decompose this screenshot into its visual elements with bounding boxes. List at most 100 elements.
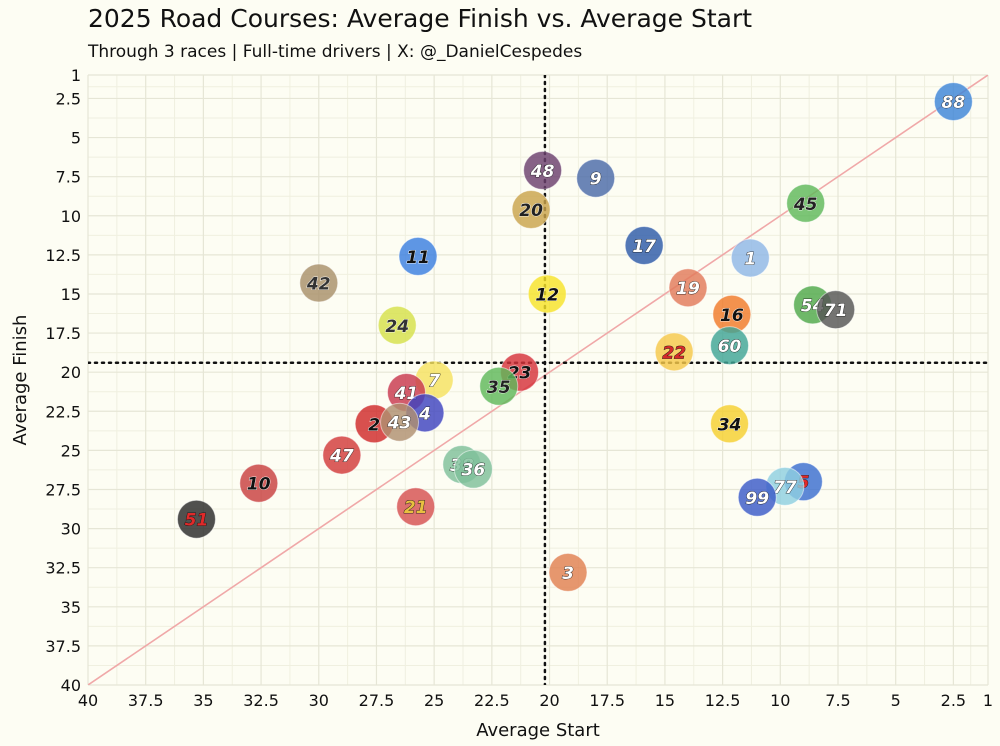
point-label: 34	[718, 415, 742, 435]
driver-point-11: 11	[398, 236, 438, 276]
point-label: 11	[406, 248, 430, 268]
point-label: 9	[590, 170, 602, 190]
y-tick-label: 20	[61, 363, 81, 382]
point-label: 24	[385, 317, 409, 337]
x-tick-label: 17.5	[589, 691, 625, 710]
point-marker	[576, 158, 616, 198]
point-label: 77	[773, 478, 797, 498]
x-tick-label: 30	[309, 691, 329, 710]
point-marker	[479, 366, 519, 406]
point-marker	[737, 477, 777, 517]
x-axis-label: Average Start	[476, 720, 600, 741]
y-tick-label: 37.5	[45, 637, 81, 656]
point-label: 48	[530, 162, 555, 182]
y-tick-label: 10	[61, 207, 81, 226]
driver-point-48: 48	[523, 150, 563, 190]
driver-point-22: 22	[654, 332, 694, 372]
point-marker	[380, 402, 420, 442]
y-tick-label: 12.5	[45, 246, 81, 265]
point-label: 12	[535, 285, 559, 305]
y-axis-label: Average Finish	[10, 315, 31, 446]
reference-lines	[88, 75, 988, 685]
point-label: 22	[662, 343, 686, 363]
driver-point-19: 19	[668, 268, 708, 308]
point-label: 7	[428, 372, 440, 392]
y-tick-labels: 12.557.51012.51517.52022.52527.53032.535…	[45, 66, 81, 695]
point-marker	[668, 268, 708, 308]
chart-title: 2025 Road Courses: Average Finish vs. Av…	[88, 4, 753, 33]
point-marker	[299, 263, 339, 303]
driver-point-3: 3	[548, 552, 588, 592]
y-tick-label: 35	[61, 598, 81, 617]
driver-point-77: 77	[765, 466, 805, 506]
y-tick-label: 40	[61, 676, 81, 695]
x-tick-label: 1	[983, 691, 993, 710]
point-marker	[398, 236, 438, 276]
point-label: 36	[462, 461, 486, 481]
x-tick-labels: 40 37.5 35 32.5 30 27.5 25 22.5 20 17.5 15 12.5 10 7.…	[78, 691, 993, 710]
driver-point-10: 10	[239, 463, 279, 503]
point-marker	[523, 150, 563, 190]
point-label: 19	[676, 279, 700, 299]
point-marker	[548, 552, 588, 592]
y-tick-label: 2.5	[56, 89, 81, 108]
point-marker	[710, 404, 750, 444]
driver-point-12: 12	[527, 274, 567, 314]
driver-point-51: 51	[176, 499, 216, 539]
driver-point-99: 99	[737, 477, 777, 517]
point-marker	[396, 487, 436, 527]
point-marker	[730, 238, 770, 278]
y-tick-label: 27.5	[45, 480, 81, 499]
diagonal-line	[88, 75, 988, 685]
driver-point-20: 20	[511, 190, 551, 230]
point-marker	[933, 82, 973, 122]
driver-point-24: 24	[377, 305, 417, 345]
point-label: 43	[387, 414, 412, 434]
y-tick-label: 17.5	[45, 324, 81, 343]
x-tick-label: 32.5	[243, 691, 279, 710]
point-marker	[322, 435, 362, 475]
x-tick-label: 40	[78, 691, 98, 710]
point-label: 42	[306, 275, 331, 295]
point-label: 4	[418, 404, 431, 424]
driver-point-71: 71	[816, 290, 856, 330]
x-tick-label: 7.5	[825, 691, 850, 710]
driver-point-1: 1	[730, 238, 770, 278]
point-marker	[624, 225, 664, 265]
y-tick-label: 5	[71, 129, 81, 148]
y-tick-label: 22.5	[45, 402, 81, 421]
point-label: 35	[487, 378, 511, 398]
point-label: 99	[745, 489, 769, 509]
point-label: 60	[718, 337, 742, 357]
point-marker	[511, 190, 551, 230]
point-marker	[377, 305, 417, 345]
driver-point-35: 35	[479, 366, 519, 406]
x-tick-label: 25	[424, 691, 444, 710]
driver-point-47: 47	[322, 435, 362, 475]
point-marker	[176, 499, 216, 539]
driver-point-17: 17	[624, 225, 664, 265]
driver-point-16: 16	[712, 294, 752, 334]
y-tick-label: 25	[61, 441, 81, 460]
point-label: 3	[562, 564, 574, 584]
chart-subtitle: Through 3 races | Full-time drivers | X:…	[88, 42, 583, 62]
x-tick-label: 35	[193, 691, 213, 710]
point-marker	[654, 332, 694, 372]
driver-point-9: 9	[576, 158, 616, 198]
point-label: 20	[519, 201, 543, 221]
driver-point-60: 60	[710, 326, 750, 366]
point-label: 2	[368, 415, 380, 435]
x-tick-label: 12.5	[705, 691, 741, 710]
point-marker	[710, 326, 750, 366]
y-tick-label: 30	[61, 520, 81, 539]
x-tick-label: 20	[539, 691, 559, 710]
driver-point-34: 34	[710, 404, 750, 444]
driver-point-43: 43	[380, 402, 420, 442]
point-marker	[453, 449, 493, 489]
point-label: 1	[744, 250, 756, 270]
point-marker	[816, 290, 856, 330]
y-tick-label: 7.5	[56, 168, 81, 187]
point-label: 16	[720, 306, 744, 326]
